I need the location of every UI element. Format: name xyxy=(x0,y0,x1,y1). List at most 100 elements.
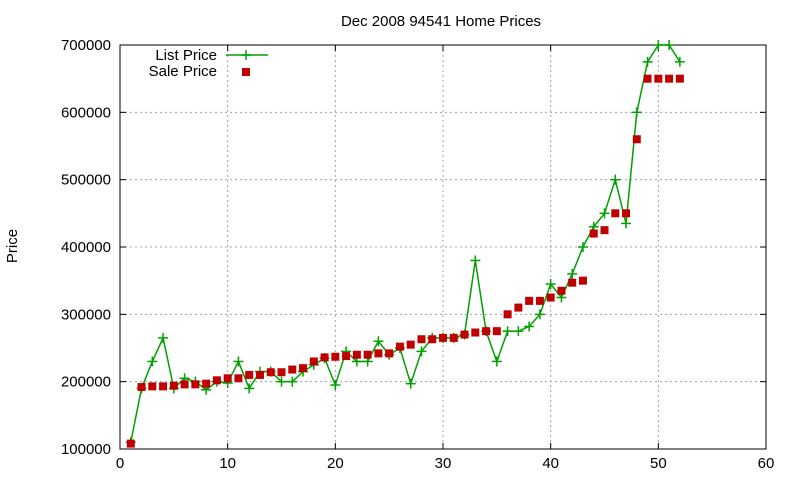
data-point-list-price xyxy=(664,40,675,50)
chart-title: Dec 2008 94541 Home Prices xyxy=(341,13,541,30)
data-point-list-price xyxy=(545,279,556,290)
data-point-sale-price xyxy=(385,349,394,358)
y-tick-label: 600000 xyxy=(61,104,111,121)
data-point-list-price xyxy=(330,380,341,391)
data-point-list-price xyxy=(674,56,685,67)
data-point-sale-price xyxy=(320,353,329,362)
data-point-list-price xyxy=(513,326,524,337)
data-point-list-price xyxy=(276,376,287,387)
data-point-sale-price xyxy=(514,303,523,312)
y-tick-label: 500000 xyxy=(61,172,111,189)
data-point-list-price xyxy=(631,107,642,118)
data-point-sale-price xyxy=(546,293,555,302)
data-point-sale-price xyxy=(202,379,211,388)
data-point-sale-price xyxy=(255,370,264,379)
axes: 0 10 20 30 40 50 60 100000 200000 300000 400000 500… xyxy=(61,37,774,472)
data-point-sale-price xyxy=(428,335,437,344)
data-point-sale-price xyxy=(169,381,178,390)
data-point-sale-price xyxy=(568,278,577,287)
data-point-sale-price xyxy=(395,342,404,351)
data-point-sale-price xyxy=(406,340,415,349)
x-tick-label: 0 xyxy=(116,455,124,472)
data-point-list-price xyxy=(287,376,298,387)
data-point-sale-price xyxy=(245,370,254,379)
data-point-sale-price xyxy=(622,209,631,218)
y-tick-label: 700000 xyxy=(61,37,111,54)
data-point-sale-price xyxy=(675,74,684,83)
x-tick-label: 20 xyxy=(327,455,344,472)
data-series xyxy=(125,40,685,448)
data-point-sale-price xyxy=(363,350,372,359)
data-point-sale-price xyxy=(159,382,168,391)
data-point-sale-price xyxy=(665,74,674,83)
data-point-list-price xyxy=(653,40,664,50)
data-point-list-price xyxy=(244,383,255,394)
data-point-sale-price xyxy=(342,352,351,361)
data-point-sale-price xyxy=(180,380,189,389)
data-point-sale-price xyxy=(589,229,598,238)
legend-label-sale-price: Sale Price xyxy=(149,63,217,80)
data-point-sale-price xyxy=(578,276,587,285)
legend-sample-sale-price xyxy=(242,68,250,76)
data-point-list-price xyxy=(577,242,588,252)
data-point-sale-price xyxy=(525,296,534,305)
grid-lines xyxy=(120,45,766,449)
data-point-list-price xyxy=(405,378,416,389)
data-point-sale-price xyxy=(277,368,286,377)
data-point-sale-price xyxy=(600,226,609,235)
data-point-list-price xyxy=(621,218,632,229)
data-point-sale-price xyxy=(266,368,275,377)
data-point-list-price xyxy=(599,208,610,219)
data-point-list-price xyxy=(502,326,513,337)
data-point-list-price xyxy=(567,268,578,279)
data-point-list-price xyxy=(233,356,244,367)
legend-marker-sale-price xyxy=(242,68,250,76)
legend-sample-list-price xyxy=(226,50,268,60)
data-point-list-price xyxy=(534,309,545,320)
data-point-sale-price xyxy=(654,74,663,83)
y-tick-label: 400000 xyxy=(61,239,111,256)
data-point-list-price xyxy=(642,56,653,67)
data-point-sale-price xyxy=(439,333,447,342)
data-point-sale-price xyxy=(288,365,297,374)
data-point-sale-price xyxy=(449,333,458,342)
data-point-sale-price xyxy=(482,327,491,336)
series-line-list-price xyxy=(130,44,681,443)
data-point-sale-price xyxy=(126,439,135,448)
x-tick-label: 10 xyxy=(219,455,236,472)
data-point-sale-price xyxy=(417,335,426,344)
data-point-list-price xyxy=(610,174,621,185)
legend: List Price Sale Price xyxy=(149,47,268,80)
data-point-sale-price xyxy=(212,376,221,385)
data-point-list-price xyxy=(158,332,169,343)
data-point-sale-price xyxy=(331,352,340,361)
data-point-list-price xyxy=(470,255,481,266)
data-point-sale-price xyxy=(191,380,200,389)
x-tick-label: 30 xyxy=(435,455,452,472)
data-point-list-price xyxy=(373,336,384,347)
data-point-sale-price xyxy=(374,349,383,358)
data-point-list-price xyxy=(524,321,535,332)
data-point-sale-price xyxy=(471,328,480,337)
data-point-sale-price xyxy=(611,209,620,218)
y-tick-label: 200000 xyxy=(61,374,111,391)
data-point-sale-price xyxy=(535,296,544,305)
x-tick-label: 40 xyxy=(542,455,559,472)
legend-marker-list-price xyxy=(241,50,251,60)
data-point-sale-price xyxy=(299,364,308,373)
data-point-list-price xyxy=(491,356,502,367)
x-tick-label: 50 xyxy=(650,455,667,472)
data-point-sale-price xyxy=(234,374,243,383)
y-axis-label: Price xyxy=(4,229,21,263)
y-tick-label: 100000 xyxy=(61,441,111,458)
data-point-sale-price xyxy=(137,383,146,392)
data-point-sale-price xyxy=(352,350,361,359)
data-point-sale-price xyxy=(503,310,512,319)
legend-label-list-price: List Price xyxy=(155,47,217,64)
data-point-sale-price xyxy=(492,327,501,336)
data-point-sale-price xyxy=(309,357,318,366)
y-tick-label: 300000 xyxy=(61,306,111,323)
data-point-sale-price xyxy=(632,135,641,144)
data-point-sale-price xyxy=(223,374,232,383)
